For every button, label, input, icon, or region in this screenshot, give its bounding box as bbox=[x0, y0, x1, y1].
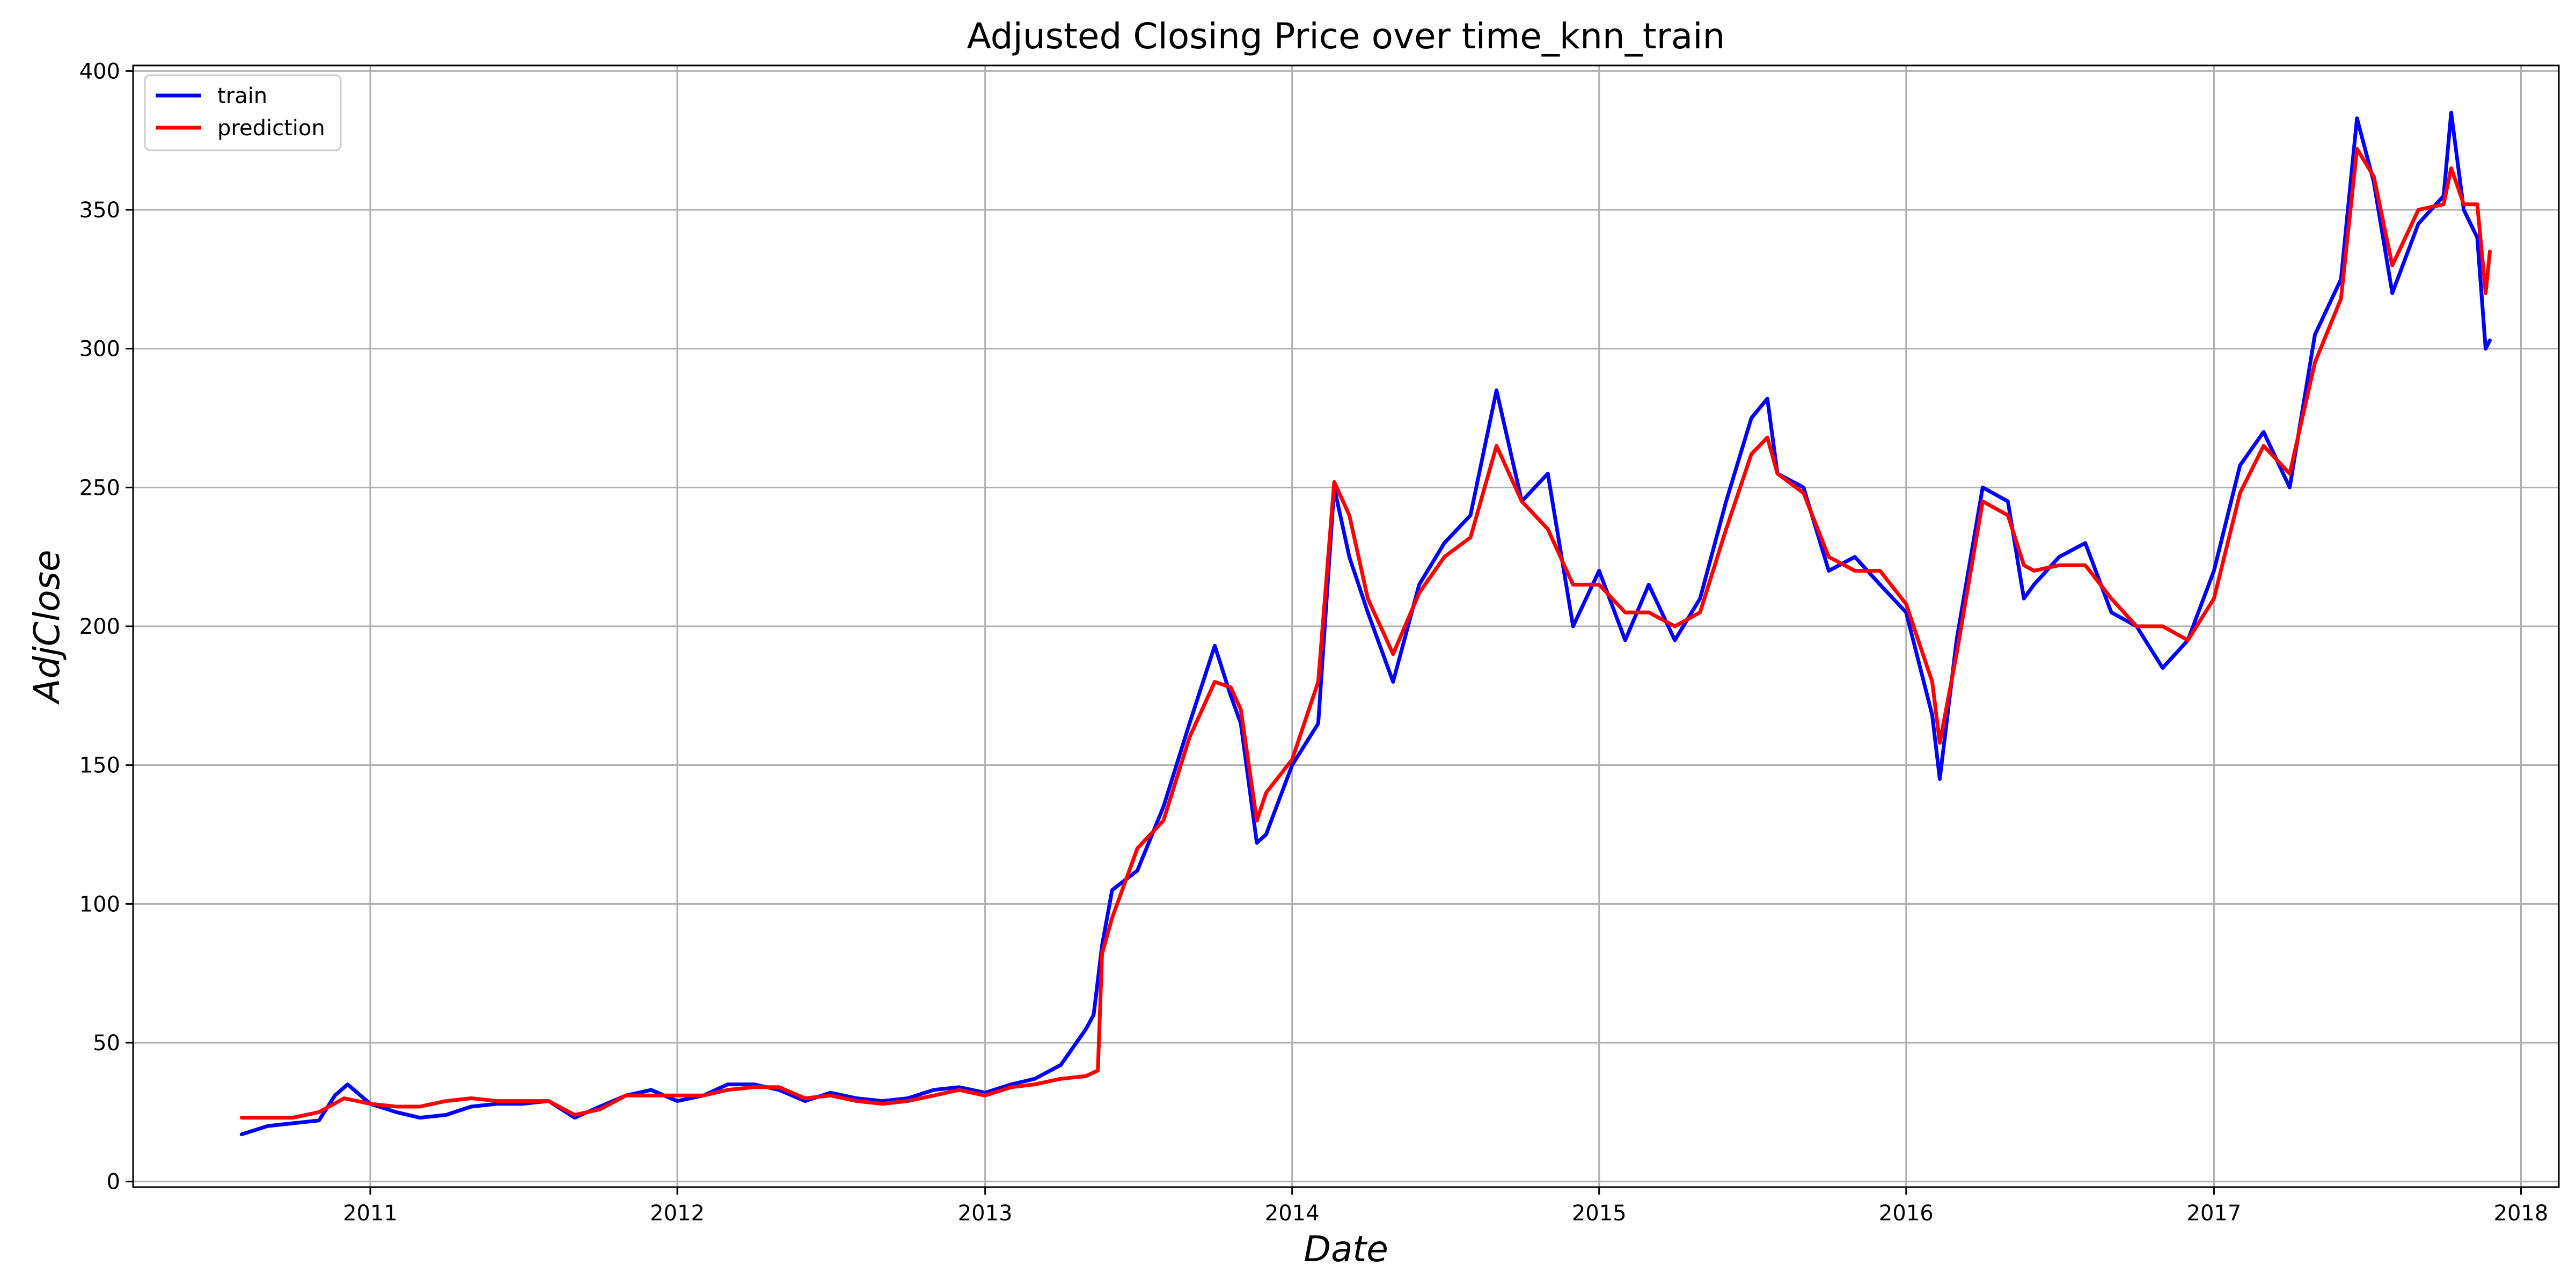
x-axis-ticks: 2011 2012 2013 2014 2015 2016 2017 2018 bbox=[343, 1187, 2548, 1226]
y-tick-label: 100 bbox=[79, 892, 120, 917]
x-tick-label: 2011 bbox=[343, 1201, 398, 1226]
x-tick-label: 2018 bbox=[2494, 1201, 2549, 1226]
x-tick-label: 2017 bbox=[2187, 1201, 2242, 1226]
x-axis-label: Date bbox=[1304, 1228, 1388, 1270]
y-axis-label: AdjClose bbox=[26, 550, 68, 705]
y-tick-label: 0 bbox=[107, 1170, 120, 1195]
x-tick-label: 2015 bbox=[1572, 1201, 1627, 1226]
series-line-train bbox=[239, 111, 2492, 1137]
y-tick-label: 400 bbox=[79, 59, 120, 84]
plot-series bbox=[239, 111, 2492, 1137]
legend: train prediction bbox=[144, 74, 342, 151]
y-tick-label: 250 bbox=[79, 475, 120, 500]
x-tick-label: 2016 bbox=[1879, 1201, 1934, 1226]
x-tick-label: 2013 bbox=[958, 1201, 1013, 1226]
x-tick-label: 2012 bbox=[650, 1201, 705, 1226]
y-tick-label: 200 bbox=[79, 614, 120, 639]
series-line-prediction bbox=[239, 147, 2492, 1120]
chart-title: Adjusted Closing Price over time_knn_tra… bbox=[967, 16, 1725, 57]
y-axis-ticks: 0 50 100 150 200 250 300 350 400 bbox=[79, 59, 133, 1195]
legend-label-prediction: prediction bbox=[217, 116, 325, 141]
legend-label-train: train bbox=[217, 84, 267, 108]
y-tick-label: 300 bbox=[79, 337, 120, 362]
y-tick-label: 350 bbox=[79, 198, 120, 223]
x-tick-label: 2014 bbox=[1265, 1201, 1320, 1226]
y-tick-label: 150 bbox=[79, 753, 120, 778]
y-tick-label: 50 bbox=[93, 1031, 120, 1056]
